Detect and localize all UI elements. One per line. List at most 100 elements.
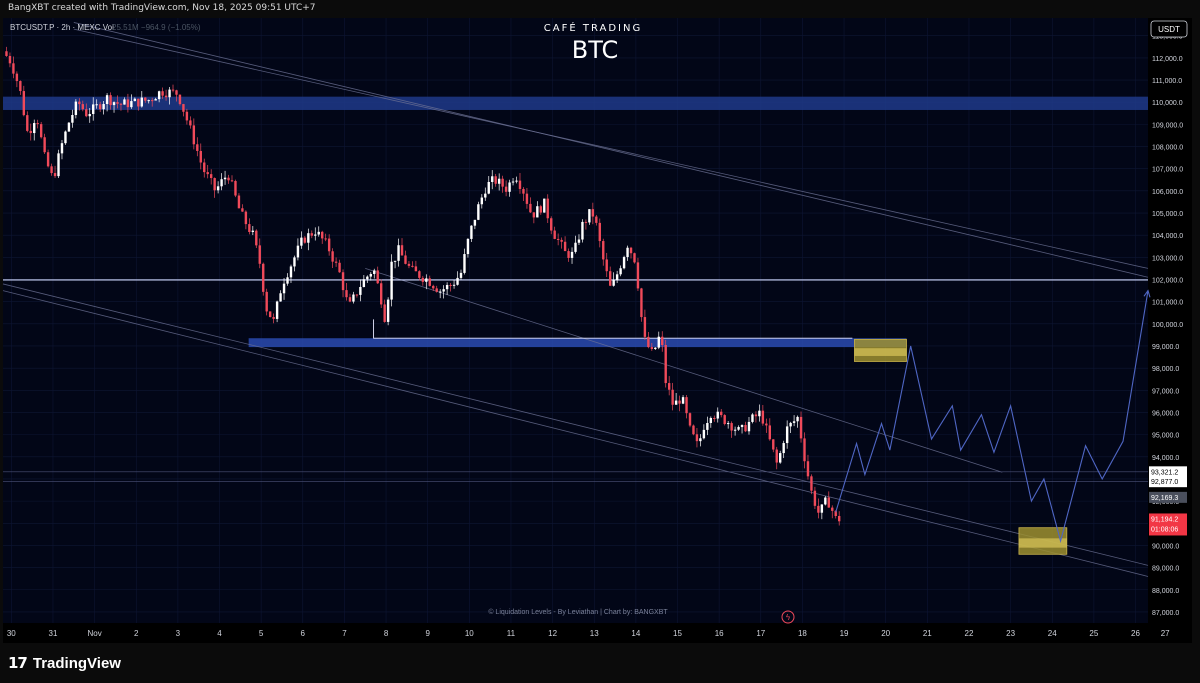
x-tick-label: 11 (507, 629, 516, 638)
candle (664, 339, 667, 388)
candle-body (539, 206, 543, 213)
candle (5, 46, 8, 57)
candle (692, 424, 695, 436)
candle (820, 504, 824, 520)
tradingview-logo[interactable]: 17 TradingView (8, 654, 121, 672)
candle-body (796, 416, 799, 422)
candle-body (726, 423, 730, 425)
candle-body (470, 225, 473, 239)
candle-body (806, 461, 810, 477)
candle-body (213, 178, 216, 191)
candle-body (789, 422, 792, 427)
candle-body (324, 238, 327, 240)
candle (126, 93, 130, 113)
candle (293, 255, 296, 272)
candle-body (203, 162, 206, 173)
candle-body (102, 104, 105, 110)
y-tick-label: 108,000.0 (1152, 145, 1183, 152)
support-bracket (373, 319, 853, 339)
candle (220, 173, 223, 191)
candle (234, 179, 237, 198)
candle-body (185, 111, 189, 121)
candle-body (560, 239, 563, 242)
candle-body (393, 260, 397, 262)
candle (813, 486, 817, 510)
candle (522, 187, 525, 202)
symbol-line[interactable]: BTCUSDT.P · 2h · MEXC Vol (10, 23, 114, 32)
candle-body (92, 104, 95, 114)
candle-body (536, 206, 539, 218)
candle (227, 174, 230, 184)
candle-body (605, 259, 608, 272)
candle (327, 234, 331, 256)
candle-body (633, 253, 636, 263)
candle (622, 255, 626, 270)
candle (720, 408, 723, 418)
candle-body (251, 230, 255, 232)
candle-body (754, 414, 758, 417)
candle (209, 169, 213, 185)
candle (737, 425, 740, 431)
liquidity-box-lower-core (1018, 538, 1067, 548)
candle (792, 415, 796, 427)
x-tick-label: 23 (1006, 629, 1015, 638)
candle (282, 277, 286, 300)
lightning-icon[interactable] (781, 610, 795, 624)
y-tick-label: 90,000.0 (1152, 543, 1179, 550)
candle-body (598, 222, 601, 242)
candle-body (359, 286, 362, 295)
candle (608, 266, 612, 287)
candle-body (29, 130, 32, 134)
candle (369, 272, 372, 281)
y-tick-label: 107,000.0 (1152, 167, 1183, 174)
chart-caption: BangXBT created with TradingView.com, No… (8, 3, 316, 13)
candle (466, 238, 470, 258)
candle (185, 108, 189, 125)
candle-body (234, 180, 237, 196)
candle (803, 432, 806, 469)
candle (674, 392, 678, 405)
candle (574, 235, 577, 254)
candle-body (480, 197, 484, 205)
candle-body (581, 221, 584, 240)
candle (421, 275, 425, 286)
candle (473, 219, 477, 230)
candle-body (667, 383, 671, 390)
candle-body (334, 261, 338, 263)
candle-body (130, 101, 133, 108)
x-tick-label: 21 (923, 629, 932, 638)
candle-body (140, 97, 143, 107)
candle (355, 294, 359, 298)
y-tick-label: 111,000.0 (1152, 78, 1182, 85)
candle-body (772, 439, 775, 450)
candle-body (196, 144, 199, 151)
candle-body (22, 91, 26, 116)
candle (626, 245, 629, 261)
candle (248, 218, 251, 235)
candle-body (43, 137, 46, 153)
channel-line-3 (2, 283, 1149, 566)
candle-body (792, 421, 796, 423)
candle-body (626, 247, 629, 258)
price-label-text: 91,194.2 (1151, 516, 1178, 523)
candle-body (421, 277, 425, 282)
candle-body (529, 203, 532, 213)
candle (102, 100, 105, 115)
candle (140, 91, 143, 108)
candle-body (303, 237, 307, 243)
x-tick-label: 31 (49, 629, 58, 638)
y-tick-label: 112,000.0 (1152, 56, 1183, 63)
candle (595, 214, 598, 226)
candle (286, 273, 289, 286)
candle (182, 103, 185, 117)
candle-body (817, 505, 820, 513)
candle-body (373, 270, 376, 274)
candle-body (144, 97, 147, 101)
candle-body (654, 347, 657, 350)
candle-body (678, 400, 681, 404)
candle (563, 236, 567, 252)
candle-body (338, 262, 341, 273)
candle (189, 116, 192, 129)
currency-badge[interactable] (1150, 20, 1188, 38)
